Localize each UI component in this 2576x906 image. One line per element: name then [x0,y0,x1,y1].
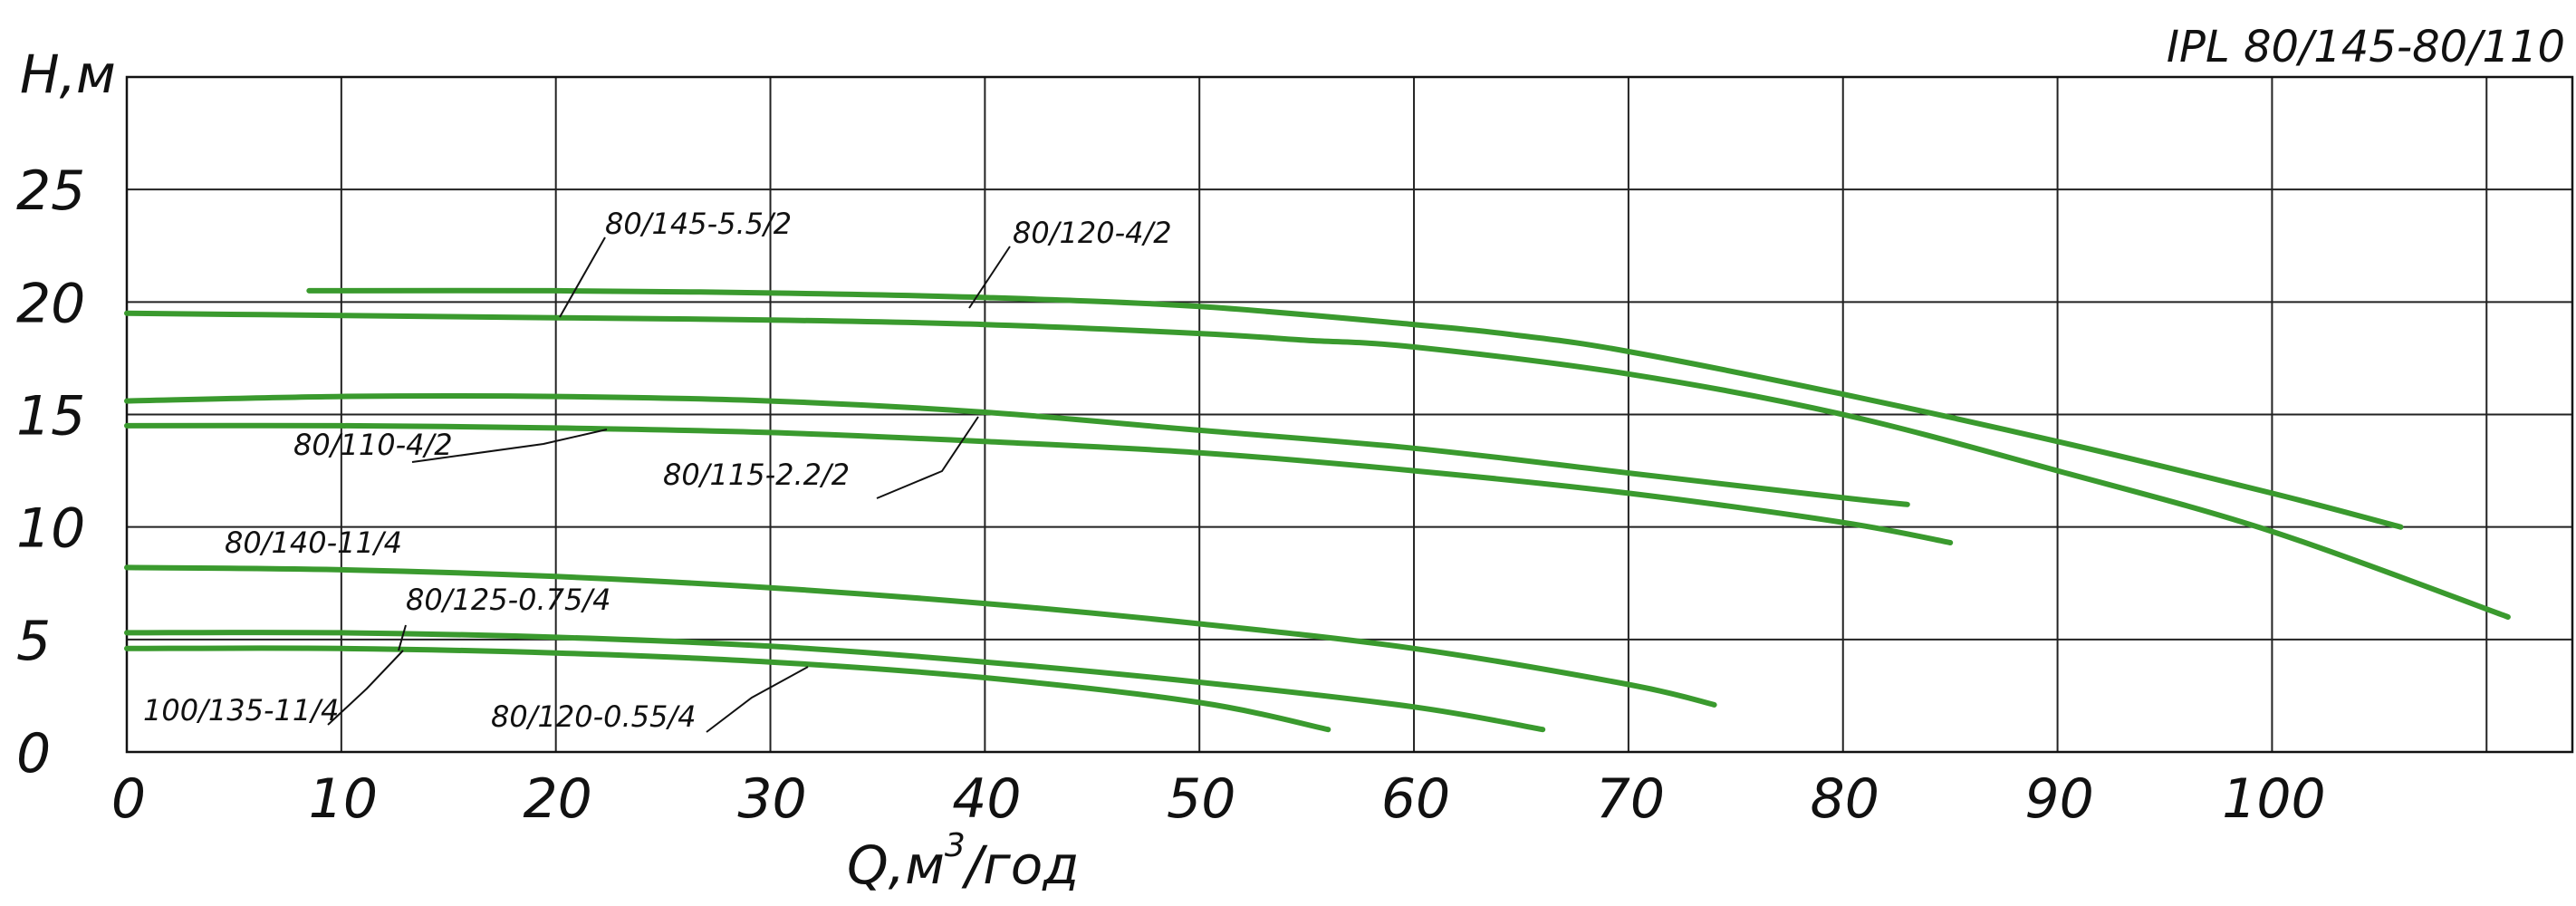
curve-1 [124,310,2511,620]
curve-6 [124,630,1546,733]
curve-3 [124,393,1910,507]
x-tick-label: 40 [952,767,1021,831]
chart-title: IPL 80/145-80/110 [2167,22,2565,72]
y-tick-label: 25 [16,159,85,223]
x-axis-label-superscript: 3 [945,827,966,864]
x-axis-label: Q,м3/год [847,827,1079,896]
y-tick-label: 0 [16,722,51,786]
x-tick-label: 70 [1596,767,1665,831]
curve-label: 80/145-5.5/2 [605,207,792,241]
x-tick-label: 60 [1381,767,1450,831]
label-leader-line [706,666,809,733]
y-axis-label: H,м [20,43,116,105]
x-tick-label: 30 [737,767,806,831]
x-tick-label: 80 [1811,767,1879,831]
curve-7 [124,645,1331,733]
y-tick-label: 20 [16,272,85,335]
curve-label: 80/120-4/2 [1013,216,1172,250]
y-tick-label: 10 [16,497,85,561]
performance-curves [124,287,2511,733]
label-leader-line [327,650,404,726]
x-tick-label: 50 [1167,767,1235,831]
x-tick-label: 100 [2222,767,2326,831]
curve-2 [306,287,2404,530]
y-tick-label: 5 [16,610,51,673]
label-leader-line [876,416,979,499]
curve-label: 100/135-11/4 [143,693,339,728]
curve-label: 80/140-11/4 [225,525,402,560]
curve-5 [124,564,1717,708]
plot-frame [125,75,2574,754]
x-axis-label-main: Q,м [847,834,945,896]
curve-label: 80/125-0.75/4 [406,583,611,617]
label-leader-line [411,429,608,463]
x-tick-label: 20 [524,767,592,831]
curve-label: 80/110-4/2 [293,428,453,462]
y-tick-label: 15 [16,385,85,448]
label-leader-line [968,246,1011,309]
label-leader-line [398,624,407,651]
label-leaders [327,236,1011,733]
curve-label: 80/120-0.55/4 [491,699,697,734]
curve-labels: 80/145-5.5/2 80/120-4/2 80/110-4/2 80/115-2… [143,207,1172,734]
curve-4 [124,422,1954,545]
label-leader-line [559,236,606,318]
x-axis-label-unit: /год [961,834,1080,896]
x-tick-label: 10 [309,767,378,831]
x-tick-label: 90 [2024,767,2093,831]
x-tick-label: 0 [111,767,146,831]
curve-label: 80/115-2.2/2 [663,458,850,492]
axis-ticks: 0 10 20 30 40 50 60 70 80 90 100 0 5 10 15 20 25 [16,159,2326,831]
